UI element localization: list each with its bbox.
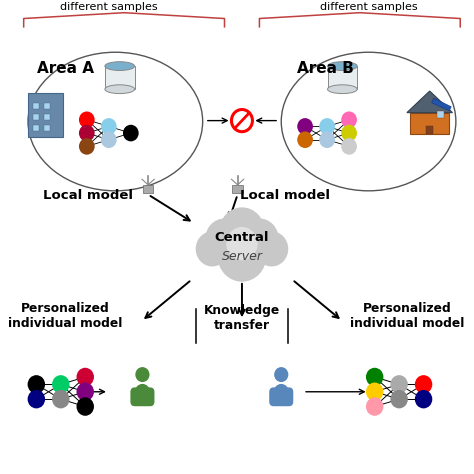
Circle shape [297,118,313,135]
Text: different samples: different samples [60,1,158,11]
Text: Local model: Local model [240,189,330,202]
Text: Knowledge
transfer: Knowledge transfer [204,304,280,332]
Circle shape [415,375,432,393]
FancyBboxPatch shape [209,248,275,264]
Circle shape [196,231,229,266]
Circle shape [76,368,94,386]
Circle shape [297,131,313,148]
Bar [33,114,39,120]
Text: Server: Server [221,250,263,263]
Circle shape [274,367,288,382]
Ellipse shape [328,85,357,93]
Circle shape [319,118,335,135]
Circle shape [136,367,149,382]
Circle shape [79,138,95,155]
Text: Local model: Local model [43,189,133,202]
Circle shape [101,131,117,148]
Polygon shape [432,98,451,110]
Circle shape [255,231,288,266]
Circle shape [27,390,45,409]
Circle shape [52,375,70,393]
FancyBboxPatch shape [130,387,155,406]
Text: Personalized
individual model: Personalized individual model [350,301,464,329]
Ellipse shape [105,62,135,71]
Circle shape [391,390,408,409]
Circle shape [27,375,45,393]
Circle shape [366,383,383,401]
Circle shape [226,227,258,260]
Bar [105,66,135,89]
Circle shape [123,125,139,141]
Circle shape [101,118,117,135]
Circle shape [210,222,253,266]
Text: Central: Central [215,231,269,245]
Circle shape [319,131,335,148]
Circle shape [341,125,357,141]
Text: Personalized
individual model: Personalized individual model [8,301,122,329]
Bar [33,103,39,109]
Ellipse shape [135,384,150,401]
Ellipse shape [273,384,289,401]
Text: different samples: different samples [320,1,418,11]
Circle shape [366,397,383,416]
Circle shape [52,390,70,409]
Circle shape [240,219,279,259]
Circle shape [231,222,273,266]
Bar [44,114,50,120]
Circle shape [341,111,357,128]
Bar [44,125,50,131]
Bar [328,66,357,89]
Bar [44,103,50,109]
Circle shape [79,111,95,128]
Polygon shape [407,91,453,113]
Circle shape [391,375,408,393]
Bar [143,185,153,193]
Circle shape [415,390,432,409]
Circle shape [366,368,383,386]
FancyBboxPatch shape [269,387,293,406]
Circle shape [218,230,266,282]
Ellipse shape [281,52,456,191]
Bar [437,110,444,118]
Ellipse shape [105,85,135,93]
Text: Area A: Area A [37,61,94,76]
Bar [410,113,449,134]
Ellipse shape [328,62,357,71]
Circle shape [205,219,244,259]
Circle shape [231,109,253,132]
Circle shape [219,207,264,255]
Bar [28,92,63,137]
Bar [426,126,433,134]
Circle shape [79,125,95,141]
Bar [33,125,39,131]
Circle shape [76,397,94,416]
Circle shape [76,383,94,401]
Ellipse shape [28,52,203,191]
Circle shape [341,138,357,155]
Bar [232,185,243,193]
Text: Area B: Area B [297,61,354,76]
